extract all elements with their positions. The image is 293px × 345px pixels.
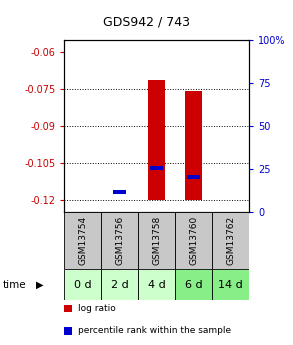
Bar	[64, 212, 101, 269]
Bar	[212, 269, 249, 300]
Bar	[101, 269, 138, 300]
Text: GSM13756: GSM13756	[115, 216, 124, 265]
Text: GSM13754: GSM13754	[79, 216, 87, 265]
Bar	[113, 190, 126, 194]
Text: GSM13758: GSM13758	[152, 216, 161, 265]
Text: percentile rank within the sample: percentile rank within the sample	[78, 326, 231, 335]
Bar	[149, 80, 165, 200]
Bar	[175, 269, 212, 300]
Bar	[187, 175, 200, 179]
Bar	[185, 91, 202, 200]
Text: 6 d: 6 d	[185, 280, 202, 289]
Bar	[150, 166, 163, 170]
Text: GSM13762: GSM13762	[226, 216, 235, 265]
Text: 4 d: 4 d	[148, 280, 166, 289]
Text: log ratio: log ratio	[78, 304, 115, 313]
Text: GSM13760: GSM13760	[189, 216, 198, 265]
Text: time: time	[3, 280, 27, 289]
Bar	[212, 212, 249, 269]
Text: 2 d: 2 d	[111, 280, 129, 289]
Bar	[138, 212, 175, 269]
Text: ▶: ▶	[36, 280, 43, 289]
Text: GDS942 / 743: GDS942 / 743	[103, 16, 190, 29]
Bar	[64, 269, 101, 300]
Bar	[175, 212, 212, 269]
Text: 14 d: 14 d	[218, 280, 243, 289]
Bar	[101, 212, 138, 269]
Text: 0 d: 0 d	[74, 280, 92, 289]
Bar	[138, 269, 175, 300]
